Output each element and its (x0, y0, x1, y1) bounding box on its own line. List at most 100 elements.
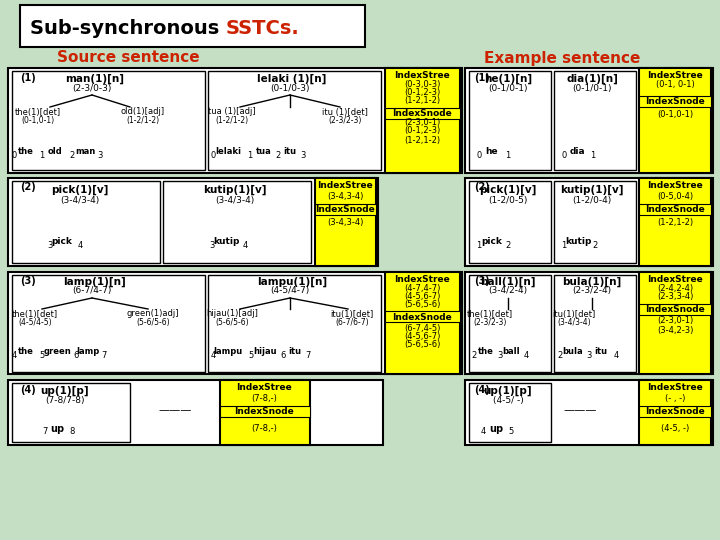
Bar (8, 178, 378, 266)
Bar (639, 304, 711, 315)
Text: lamp(1)[n]: lamp(1)[n] (63, 277, 127, 287)
Text: IndexStree: IndexStree (647, 181, 703, 191)
Text: lelaki: lelaki (215, 147, 241, 157)
Bar (554, 275, 636, 372)
Text: IndexSnode: IndexSnode (645, 408, 705, 416)
Text: 3: 3 (586, 350, 592, 360)
Text: 7: 7 (42, 428, 48, 436)
Text: (0-5,0-4): (0-5,0-4) (657, 192, 693, 201)
Text: (- , -): (- , -) (665, 395, 685, 403)
Text: lelaki (1)[n]: lelaki (1)[n] (257, 74, 327, 84)
Text: itu: itu (289, 348, 302, 356)
Text: the(1)[det]: the(1)[det] (467, 309, 513, 319)
Text: 0: 0 (210, 151, 215, 159)
Bar (465, 272, 713, 374)
Bar (469, 383, 551, 442)
Text: lampu: lampu (213, 348, 243, 356)
Bar (12, 181, 160, 263)
Text: 5: 5 (248, 350, 253, 360)
Text: he(1)[n]: he(1)[n] (484, 74, 532, 84)
Text: tua (1)[adj]: tua (1)[adj] (208, 107, 256, 117)
Text: IndexStree: IndexStree (317, 181, 373, 191)
Bar (20, 5, 365, 47)
Text: bula: bula (563, 348, 583, 356)
Text: green(1)adj]: green(1)adj] (127, 309, 179, 319)
Text: (2-4,2-4): (2-4,2-4) (657, 285, 693, 294)
Text: kutip: kutip (564, 238, 591, 246)
Bar (385, 311, 460, 322)
Text: 3: 3 (97, 151, 103, 159)
Text: 6: 6 (280, 350, 286, 360)
Bar (465, 68, 713, 173)
Text: man(1)[n]: man(1)[n] (66, 74, 125, 84)
Text: 2: 2 (505, 240, 510, 249)
Bar (163, 181, 311, 263)
Text: (4-5, -): (4-5, -) (661, 423, 689, 433)
Text: 1: 1 (562, 240, 567, 249)
Text: (0-1,0-1): (0-1,0-1) (22, 117, 55, 125)
Text: 4: 4 (77, 240, 83, 249)
Text: IndexStree: IndexStree (236, 383, 292, 393)
Bar (220, 406, 310, 417)
Text: tua: tua (256, 147, 272, 157)
Bar (12, 275, 205, 372)
Text: 4: 4 (480, 428, 485, 436)
Text: ———: ——— (158, 405, 192, 415)
Text: up: up (50, 424, 64, 434)
Text: 4: 4 (613, 350, 618, 360)
Text: old: old (48, 147, 63, 157)
Text: (0-1/0-3): (0-1/0-3) (270, 84, 310, 93)
Text: 5: 5 (40, 350, 45, 360)
Bar (208, 275, 381, 372)
Bar (8, 380, 383, 445)
Text: ———: ——— (563, 405, 597, 415)
Bar (639, 380, 711, 445)
Text: 2: 2 (69, 151, 75, 159)
Text: (1-2/1-2): (1-2/1-2) (215, 117, 248, 125)
Bar (315, 204, 376, 215)
Bar (315, 178, 376, 266)
Text: (3): (3) (20, 276, 36, 286)
Text: 3: 3 (48, 240, 53, 249)
Text: (1): (1) (20, 73, 36, 83)
Text: kutip(1)[v]: kutip(1)[v] (203, 185, 266, 195)
Bar (639, 96, 711, 107)
Text: lamp: lamp (76, 348, 99, 356)
Text: 0: 0 (12, 151, 17, 159)
Text: (6-7/6-7): (6-7/6-7) (336, 319, 369, 327)
Bar (8, 68, 462, 173)
Text: 3: 3 (498, 350, 503, 360)
Text: he: he (486, 147, 498, 157)
Text: the: the (18, 147, 34, 157)
Text: IndexSnode: IndexSnode (392, 313, 452, 321)
Text: 2: 2 (557, 350, 562, 360)
Text: (4-5/4-5): (4-5/4-5) (18, 319, 52, 327)
Text: (3-4/2-4): (3-4/2-4) (488, 287, 528, 295)
Text: the(1)[det]: the(1)[det] (12, 309, 58, 319)
Text: itu (1)[det]: itu (1)[det] (322, 107, 368, 117)
Text: Example sentence: Example sentence (484, 51, 640, 65)
Text: (3-4/3-4): (3-4/3-4) (60, 195, 99, 205)
Bar (639, 68, 711, 173)
Text: 5: 5 (508, 428, 513, 436)
Bar (639, 272, 711, 374)
Text: pick(1)[v]: pick(1)[v] (480, 185, 536, 195)
Text: bula(1)[n]: bula(1)[n] (562, 277, 621, 287)
Text: (3-4/3-4): (3-4/3-4) (215, 195, 255, 205)
Text: (3-4,3-4): (3-4,3-4) (327, 192, 363, 201)
Text: itu(1)[det]: itu(1)[det] (330, 309, 374, 319)
Text: itu(1)[det]: itu(1)[det] (552, 309, 595, 319)
Text: dia(1)[n]: dia(1)[n] (566, 74, 618, 84)
Bar (208, 71, 381, 170)
Text: (1-2,1-2): (1-2,1-2) (657, 218, 693, 226)
Text: up(1)[p]: up(1)[p] (41, 386, 89, 396)
Bar (385, 272, 460, 374)
Text: IndexSnode: IndexSnode (645, 305, 705, 314)
Text: (5-6/5-6): (5-6/5-6) (215, 319, 249, 327)
Text: 1: 1 (248, 151, 253, 159)
Text: (2): (2) (20, 182, 36, 192)
Bar (639, 406, 711, 417)
Text: Sub-synchronous: Sub-synchronous (30, 19, 226, 38)
Text: (2): (2) (474, 182, 490, 192)
Text: (0-1, 0-1): (0-1, 0-1) (656, 79, 694, 89)
